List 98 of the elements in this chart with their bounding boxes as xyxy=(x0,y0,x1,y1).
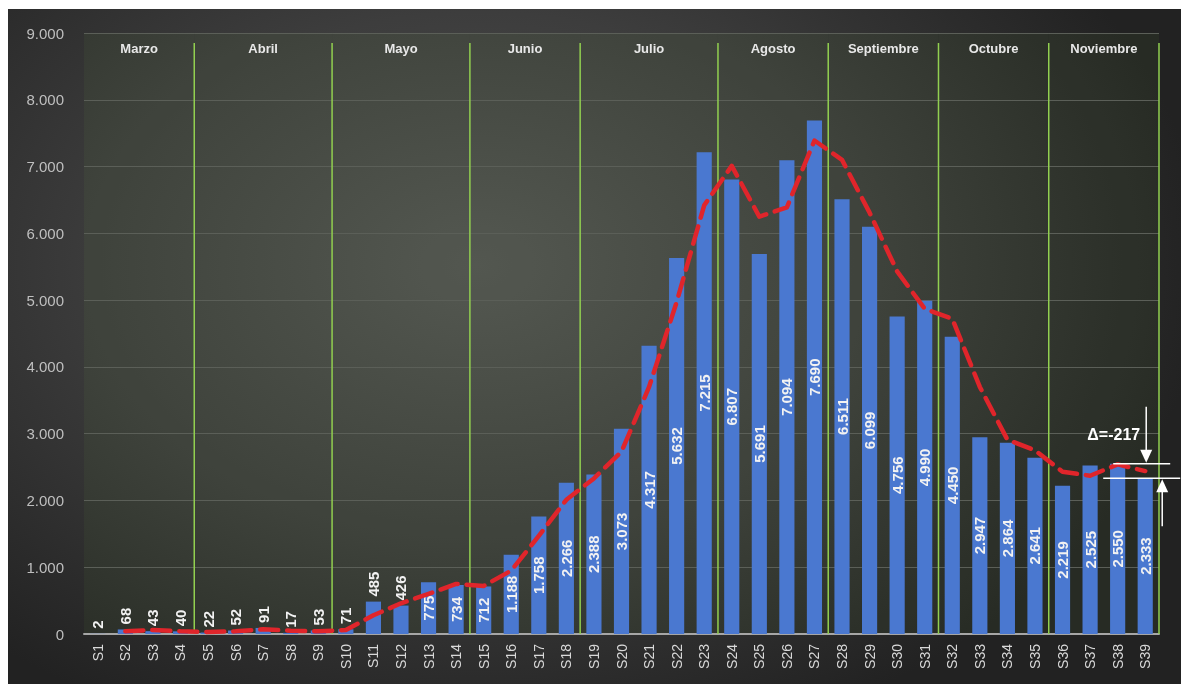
x-tick-label: S13 xyxy=(420,643,437,669)
x-tick-label: S29 xyxy=(861,643,878,669)
x-tick-label: S36 xyxy=(1054,643,1071,669)
data-label: 91 xyxy=(254,606,272,623)
data-label: 2.388 xyxy=(585,535,603,574)
annotation: Δ=-217 xyxy=(1087,426,1141,444)
y-tick-label: 5.000 xyxy=(26,291,64,309)
x-tick-label: S12 xyxy=(392,643,409,669)
x-tick-label: S37 xyxy=(1082,643,1099,669)
x-tick-label: S24 xyxy=(723,643,740,669)
data-label: 2.525 xyxy=(1081,530,1099,569)
band-label: Noviembre xyxy=(1070,40,1138,56)
data-label: 2.641 xyxy=(1026,527,1044,565)
x-tick-label: S16 xyxy=(503,643,520,669)
data-label: 775 xyxy=(420,595,438,621)
y-tick-label: 6.000 xyxy=(26,224,64,242)
x-tick-label: S33 xyxy=(971,643,988,669)
x-tick-label: S6 xyxy=(227,643,244,662)
x-tick-label: S14 xyxy=(448,643,465,669)
data-label: 485 xyxy=(364,571,382,597)
y-tick-label: 4.000 xyxy=(26,358,64,376)
data-label: 2 xyxy=(89,620,107,629)
data-label: 2.333 xyxy=(1136,537,1154,575)
x-tick-label: S4 xyxy=(172,643,189,662)
x-tick-label: S22 xyxy=(668,643,685,669)
data-label: 5.632 xyxy=(668,427,686,465)
data-label: 712 xyxy=(475,597,493,623)
data-label: 2.947 xyxy=(971,516,989,555)
y-tick-label: 8.000 xyxy=(26,91,64,109)
x-tick-label: S35 xyxy=(1026,643,1043,669)
data-label: 2.266 xyxy=(557,539,575,578)
x-tick-label: S7 xyxy=(255,643,272,662)
x-tick-label: S26 xyxy=(778,643,795,669)
data-label: 17 xyxy=(282,611,300,628)
data-label: 7.094 xyxy=(778,377,796,416)
data-label: 4.317 xyxy=(640,471,658,509)
x-tick-label: S34 xyxy=(999,643,1016,669)
band-label: Mayo xyxy=(384,40,418,56)
data-label: 2.550 xyxy=(1109,530,1127,568)
x-tick-label: S20 xyxy=(613,643,630,669)
data-label: 2.864 xyxy=(998,518,1016,558)
x-tick-label: S1 xyxy=(89,643,106,662)
data-label: 4.990 xyxy=(916,448,934,487)
data-label: 4.450 xyxy=(943,466,961,505)
data-label: 7.215 xyxy=(695,374,713,412)
band-label: Julio xyxy=(633,40,665,56)
band-label: Junio xyxy=(507,40,543,56)
x-tick-label: S39 xyxy=(1137,643,1154,669)
data-label: 3.073 xyxy=(613,512,630,551)
x-tick-label: S5 xyxy=(200,643,217,662)
y-tick-label: 3.000 xyxy=(26,425,64,443)
x-tick-label: S10 xyxy=(337,643,354,669)
data-label: 1.758 xyxy=(530,556,548,595)
y-tick-label: 2.000 xyxy=(26,491,64,509)
x-tick-label: S8 xyxy=(282,643,299,662)
data-label: 2.219 xyxy=(1054,541,1072,579)
y-tick-label: 9.000 xyxy=(26,24,64,42)
data-label: 734 xyxy=(447,596,465,623)
x-tick-label: S23 xyxy=(696,643,713,669)
band-label: Agosto xyxy=(750,40,796,56)
data-label: 71 xyxy=(337,607,355,625)
x-tick-label: S21 xyxy=(641,643,658,669)
x-tick-label: S30 xyxy=(889,643,906,669)
x-tick-label: S38 xyxy=(1109,643,1126,669)
data-label: 22 xyxy=(199,610,217,628)
data-label: 7.690 xyxy=(805,358,823,397)
band-label: Octubre xyxy=(968,40,1019,56)
y-tick-label: 0 xyxy=(55,625,64,643)
band-label: Marzo xyxy=(120,40,158,56)
data-label: 6.807 xyxy=(723,387,741,426)
x-tick-label: S31 xyxy=(916,643,933,669)
data-label: 43 xyxy=(144,609,162,627)
data-label: 53 xyxy=(309,608,327,626)
x-tick-label: S9 xyxy=(310,643,327,662)
data-label: 68 xyxy=(116,607,134,625)
x-tick-label: S32 xyxy=(944,643,961,669)
data-label: 1.188 xyxy=(502,575,520,614)
x-tick-label: S11 xyxy=(365,643,382,668)
band-label: Septiembre xyxy=(847,40,919,56)
band-label: Abril xyxy=(248,40,278,56)
data-label: 6.099 xyxy=(861,411,879,450)
y-tick-label: 1.000 xyxy=(26,558,64,576)
data-label: 6.511 xyxy=(833,398,851,435)
x-tick-label: S17 xyxy=(530,643,547,669)
y-tick-label: 7.000 xyxy=(26,158,64,176)
data-label: 4.756 xyxy=(888,456,906,494)
data-label: 426 xyxy=(392,575,410,601)
data-label: 40 xyxy=(171,609,189,627)
x-tick-label: S27 xyxy=(806,643,823,669)
x-tick-label: S15 xyxy=(475,643,492,669)
data-label: 5.691 xyxy=(750,425,768,463)
x-tick-label: S25 xyxy=(751,643,768,669)
x-tick-label: S3 xyxy=(144,643,161,662)
x-tick-label: S19 xyxy=(585,643,602,669)
x-tick-label: S2 xyxy=(117,643,134,662)
x-tick-label: S18 xyxy=(558,643,575,669)
x-tick-label: S28 xyxy=(834,643,851,669)
data-label: 52 xyxy=(227,608,245,626)
